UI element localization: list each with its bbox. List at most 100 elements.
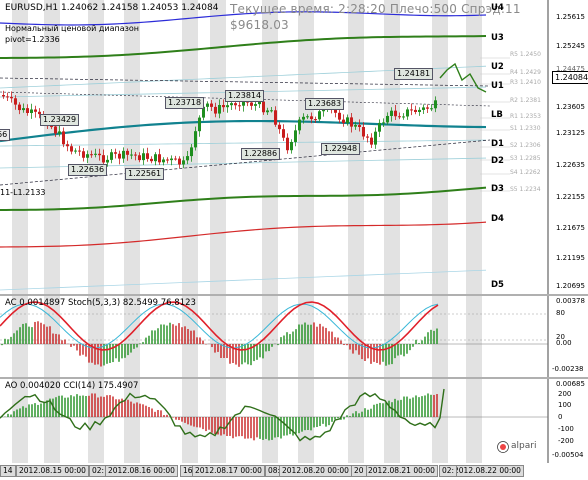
channel-label-d3: D3	[491, 184, 504, 194]
broker-logo: alpari	[497, 441, 547, 453]
price-tag-high: 1.23718	[165, 97, 205, 109]
pane-divider[interactable]	[0, 294, 588, 296]
session-band	[384, 296, 400, 377]
candle-body	[162, 159, 165, 163]
price-axis-tick: 1.21195	[556, 254, 585, 262]
channel-label-d4: D4	[491, 214, 504, 224]
session-band	[262, 0, 278, 294]
candle-body	[22, 108, 25, 111]
server-time-readout: Текущее время: 2:28:20 Плечо:500 Спрэд:1…	[230, 2, 521, 16]
ac-axis-tick: 0.00378	[556, 297, 585, 305]
session-band	[262, 379, 278, 463]
candle-body	[406, 109, 409, 117]
time-axis-label: 14	[0, 465, 16, 477]
candle-body	[418, 109, 421, 112]
candle-body	[374, 131, 377, 145]
candle-body	[434, 100, 437, 109]
candle-body	[202, 106, 205, 118]
candle-body	[66, 144, 69, 147]
price-tag-high: 1.23683	[305, 98, 345, 110]
time-axis-label: 20	[351, 465, 367, 477]
candle-body	[154, 154, 157, 162]
ac-stochastic-pane[interactable]: AC 0.0014897 Stoch(5,3,3) 82.5499 76.812…	[0, 296, 588, 377]
candle-body	[10, 96, 13, 99]
candle-body	[174, 158, 177, 160]
price-axis-tick: 1.22635	[556, 161, 585, 169]
ao-axis-tick: -0.00504	[552, 451, 584, 459]
channel-line-d4	[0, 221, 487, 248]
candle-body	[102, 155, 105, 163]
candle-body	[146, 153, 149, 159]
session-band	[182, 0, 198, 294]
session-band	[432, 379, 448, 463]
symbol-header: EURUSD,H1 1.24062 1.24158 1.24053 1.2408…	[5, 3, 219, 13]
session-band	[298, 296, 314, 377]
candle-body	[110, 152, 113, 160]
level-s1: S1 1.2330	[510, 125, 541, 132]
candle-body	[78, 150, 81, 152]
channel-label-lb: LB	[491, 110, 503, 120]
candle-body	[50, 126, 53, 128]
candle-body	[206, 103, 209, 107]
price-axis-tick: 1.24475	[556, 65, 585, 73]
stoch-signal-line	[0, 303, 439, 349]
ao-axis-tick: -200	[558, 437, 574, 445]
time-axis-label: 2012.08.22 00:00	[451, 465, 524, 477]
ao-cci-pane[interactable]: AO 0.004020 CCI(14) 175.4907 0.00685 200…	[0, 379, 588, 463]
price-tag-low: 1.22636	[68, 164, 108, 176]
price-tag-low: 1.22948	[321, 143, 361, 155]
price-tag-low: 1.22561	[125, 168, 165, 180]
candle-body	[314, 119, 317, 121]
session-band	[182, 296, 198, 377]
candle-body	[366, 136, 369, 138]
left-band-label: 11-L1.2133	[0, 188, 46, 197]
channel-label-d1: D1	[491, 139, 504, 149]
candle-body	[362, 126, 365, 137]
session-band	[44, 296, 60, 377]
candle-body	[190, 147, 193, 157]
candle-body	[278, 124, 281, 130]
candle-body	[62, 131, 65, 145]
ao-axis-tick: -100	[558, 425, 574, 433]
candle-body	[410, 109, 413, 111]
candle-body	[2, 95, 5, 97]
candle-body	[54, 126, 57, 134]
time-axis-label: 2012.08.15 00:00	[16, 465, 89, 477]
candle-body	[34, 109, 37, 112]
ac-axis-tick: 20	[556, 333, 565, 341]
candle-body	[130, 154, 133, 156]
candle-body	[166, 159, 169, 161]
alpari-logo-icon	[497, 441, 509, 453]
candle-body	[414, 109, 417, 112]
ao-axis-tick: 0.00685	[556, 380, 585, 388]
candle-body	[402, 116, 405, 118]
price-chart-pane[interactable]: EURUSD,H1 1.24062 1.24158 1.24053 1.2408…	[0, 0, 588, 294]
candle-body	[258, 101, 261, 105]
price-axis-tick: 1.25245	[556, 42, 585, 50]
session-band	[384, 0, 400, 294]
candle-body	[26, 108, 29, 114]
balance-readout: $9618.03	[230, 18, 289, 32]
ac-axis-tick: 0.00	[556, 339, 572, 347]
candle-body	[290, 141, 293, 151]
candle-body	[350, 117, 353, 127]
ao-cci-canvas[interactable]	[0, 379, 588, 463]
candle-body	[338, 112, 341, 120]
price-tag-low: 1.22886	[241, 148, 281, 160]
candle-body	[354, 125, 357, 127]
pane-divider[interactable]	[0, 377, 588, 379]
level-r3: R3 1.2410	[510, 79, 541, 86]
candle-body	[242, 100, 245, 106]
ac-stochastic-canvas[interactable]	[0, 296, 588, 377]
channel-label-d2: D2	[491, 156, 504, 166]
session-band	[348, 379, 364, 463]
ac-axis-tick: -0.00238	[552, 365, 584, 373]
time-axis[interactable]: 14 2012.08.15 00:00 02: 2012.08.16 00:00…	[0, 463, 588, 480]
trendline-upper	[0, 77, 491, 87]
candle-body	[94, 153, 97, 155]
candle-body	[30, 109, 33, 114]
candle-body	[270, 110, 273, 112]
candle-body	[370, 137, 373, 145]
candle-body	[218, 105, 221, 114]
